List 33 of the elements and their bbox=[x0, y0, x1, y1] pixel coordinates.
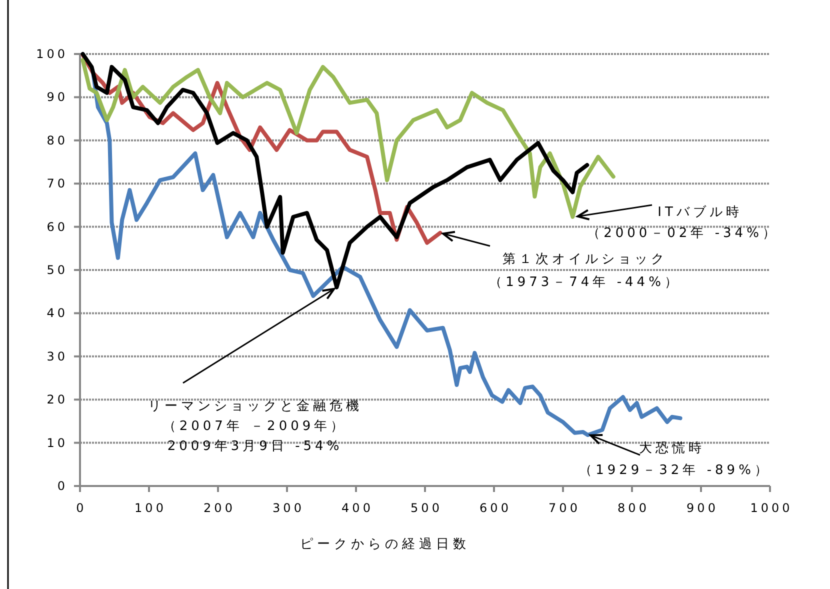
y-tick-label: 60 bbox=[46, 220, 68, 234]
annotation: （1973－74年 -44%） bbox=[489, 275, 681, 290]
line-series bbox=[80, 58, 616, 219]
y-tick-label: 20 bbox=[46, 392, 68, 407]
x-tick-label: 600 bbox=[480, 501, 512, 515]
x-tick-label: 500 bbox=[410, 501, 442, 515]
x-tick-label: 1000 bbox=[750, 501, 793, 515]
x-tick-label: 700 bbox=[548, 501, 580, 515]
x-tick-label: 100 bbox=[134, 501, 166, 515]
annotation: 2009年3月9日 -54% bbox=[167, 439, 343, 454]
x-tick-label: 900 bbox=[686, 501, 718, 515]
y-tick-label: 80 bbox=[46, 133, 68, 148]
y-tick-label: 90 bbox=[46, 90, 68, 104]
y-tick-label: 10 bbox=[46, 436, 68, 450]
annotation: ITバブル時 bbox=[658, 205, 742, 220]
y-tick-label: 0 bbox=[57, 479, 68, 493]
x-tick-label: 400 bbox=[342, 501, 374, 515]
x-tick-label: 0 bbox=[76, 501, 87, 515]
annotation: （2007年 －2009年） bbox=[162, 419, 348, 434]
x-tick-label: 800 bbox=[618, 501, 650, 515]
y-tick-label: 40 bbox=[46, 306, 68, 320]
y-tick-label: 100 bbox=[36, 47, 68, 61]
annotation: 大恐慌時 bbox=[639, 441, 705, 456]
x-axis-title: ピークからの経過日数 bbox=[300, 537, 470, 552]
annotation: （2000－02年 -34%） bbox=[587, 226, 779, 241]
annotation: リーマンショックと金融危機 bbox=[148, 399, 362, 414]
annotation: （1929－32年 -89%） bbox=[579, 463, 771, 478]
annotation: 第１次オイルショック bbox=[502, 252, 668, 267]
y-tick-label: 30 bbox=[46, 349, 68, 364]
x-tick-label: 300 bbox=[272, 501, 304, 515]
y-tick-label: 50 bbox=[46, 263, 68, 277]
x-tick-label: 200 bbox=[204, 501, 236, 515]
y-tick-label: 70 bbox=[46, 176, 68, 191]
